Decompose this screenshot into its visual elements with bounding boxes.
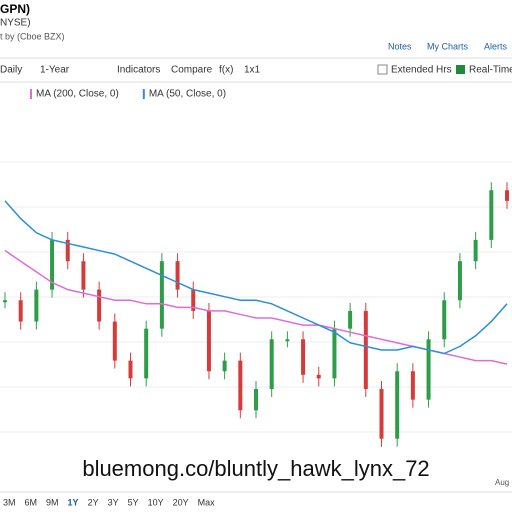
legend-swatch bbox=[142, 89, 145, 99]
range-button[interactable]: 3Y bbox=[108, 497, 119, 507]
candle bbox=[112, 321, 117, 361]
candle bbox=[473, 239, 478, 262]
candle bbox=[238, 360, 243, 411]
legend-label[interactable]: MA (50, Close, 0) bbox=[149, 89, 226, 100]
ma-line bbox=[4, 249, 508, 365]
candle bbox=[81, 261, 86, 290]
indicators[interactable]: Indicators bbox=[117, 65, 160, 76]
range-button[interactable]: 20Y bbox=[173, 497, 189, 507]
alerts-link[interactable]: Alerts bbox=[484, 41, 508, 51]
realtime-box[interactable] bbox=[456, 65, 465, 74]
layout[interactable]: 1x1 bbox=[244, 65, 261, 76]
watermark: bluemong.co/bluntly_hawk_lynx_72 bbox=[82, 456, 429, 481]
watermark-bg bbox=[22, 455, 490, 485]
fx[interactable]: f(x) bbox=[219, 65, 233, 76]
candle bbox=[457, 261, 462, 301]
candle bbox=[395, 371, 400, 439]
candle bbox=[222, 360, 227, 372]
candle bbox=[348, 310, 353, 329]
notes-link[interactable]: Notes bbox=[388, 41, 412, 51]
range-button[interactable]: Max bbox=[198, 497, 216, 507]
range-button[interactable]: 3M bbox=[3, 497, 16, 507]
candle bbox=[332, 328, 337, 379]
candle bbox=[144, 328, 149, 379]
candle bbox=[128, 360, 133, 379]
candle bbox=[489, 190, 494, 240]
candle bbox=[254, 389, 258, 411]
candle bbox=[269, 339, 274, 389]
range-button[interactable]: 1Y bbox=[68, 497, 79, 507]
candle bbox=[379, 389, 384, 439]
symbol: GPN) bbox=[0, 2, 30, 16]
interval[interactable]: Daily bbox=[0, 65, 22, 76]
candle bbox=[97, 289, 102, 322]
realtime[interactable]: Real-Time bbox=[469, 65, 512, 76]
checkbox[interactable] bbox=[377, 64, 388, 75]
candle bbox=[175, 261, 180, 290]
candle bbox=[65, 239, 70, 262]
candle bbox=[301, 339, 306, 375]
legend-swatch bbox=[30, 89, 32, 99]
compare[interactable]: Compare bbox=[171, 65, 213, 76]
candle bbox=[410, 371, 415, 400]
plot bbox=[3, 182, 509, 447]
candle bbox=[442, 300, 447, 340]
candle bbox=[34, 289, 39, 322]
candle bbox=[505, 190, 509, 201]
x-label: Aug bbox=[495, 478, 509, 487]
candle bbox=[426, 339, 431, 400]
ma-line bbox=[4, 200, 508, 355]
candle bbox=[159, 261, 164, 329]
charts-link[interactable]: My Charts bbox=[427, 41, 469, 51]
candle bbox=[191, 289, 196, 311]
legend-label[interactable]: MA (200, Close, 0) bbox=[36, 89, 119, 100]
candle bbox=[18, 300, 23, 322]
candle bbox=[50, 239, 55, 290]
exchange: NYSE) bbox=[0, 18, 31, 29]
range-bar: 3M 6M 9M 1Y 2Y 3Y 5Y 10Y 20Y Max bbox=[3, 497, 215, 507]
candle bbox=[316, 374, 321, 379]
candle bbox=[206, 310, 211, 372]
gridlines bbox=[0, 161, 512, 433]
range-button[interactable]: 2Y bbox=[88, 497, 99, 507]
candle bbox=[363, 310, 368, 389]
candle bbox=[285, 339, 290, 342]
range-button[interactable]: 6M bbox=[25, 497, 38, 507]
range-button[interactable]: 5Y bbox=[128, 497, 139, 507]
range-button[interactable]: 10Y bbox=[148, 497, 164, 507]
extended-hrs[interactable]: Extended Hrs bbox=[391, 65, 452, 76]
candle bbox=[3, 300, 7, 303]
source: t by (Cboe BZX) bbox=[0, 31, 65, 41]
range-button[interactable]: 9M bbox=[46, 497, 59, 507]
period[interactable]: 1-Year bbox=[40, 65, 70, 76]
